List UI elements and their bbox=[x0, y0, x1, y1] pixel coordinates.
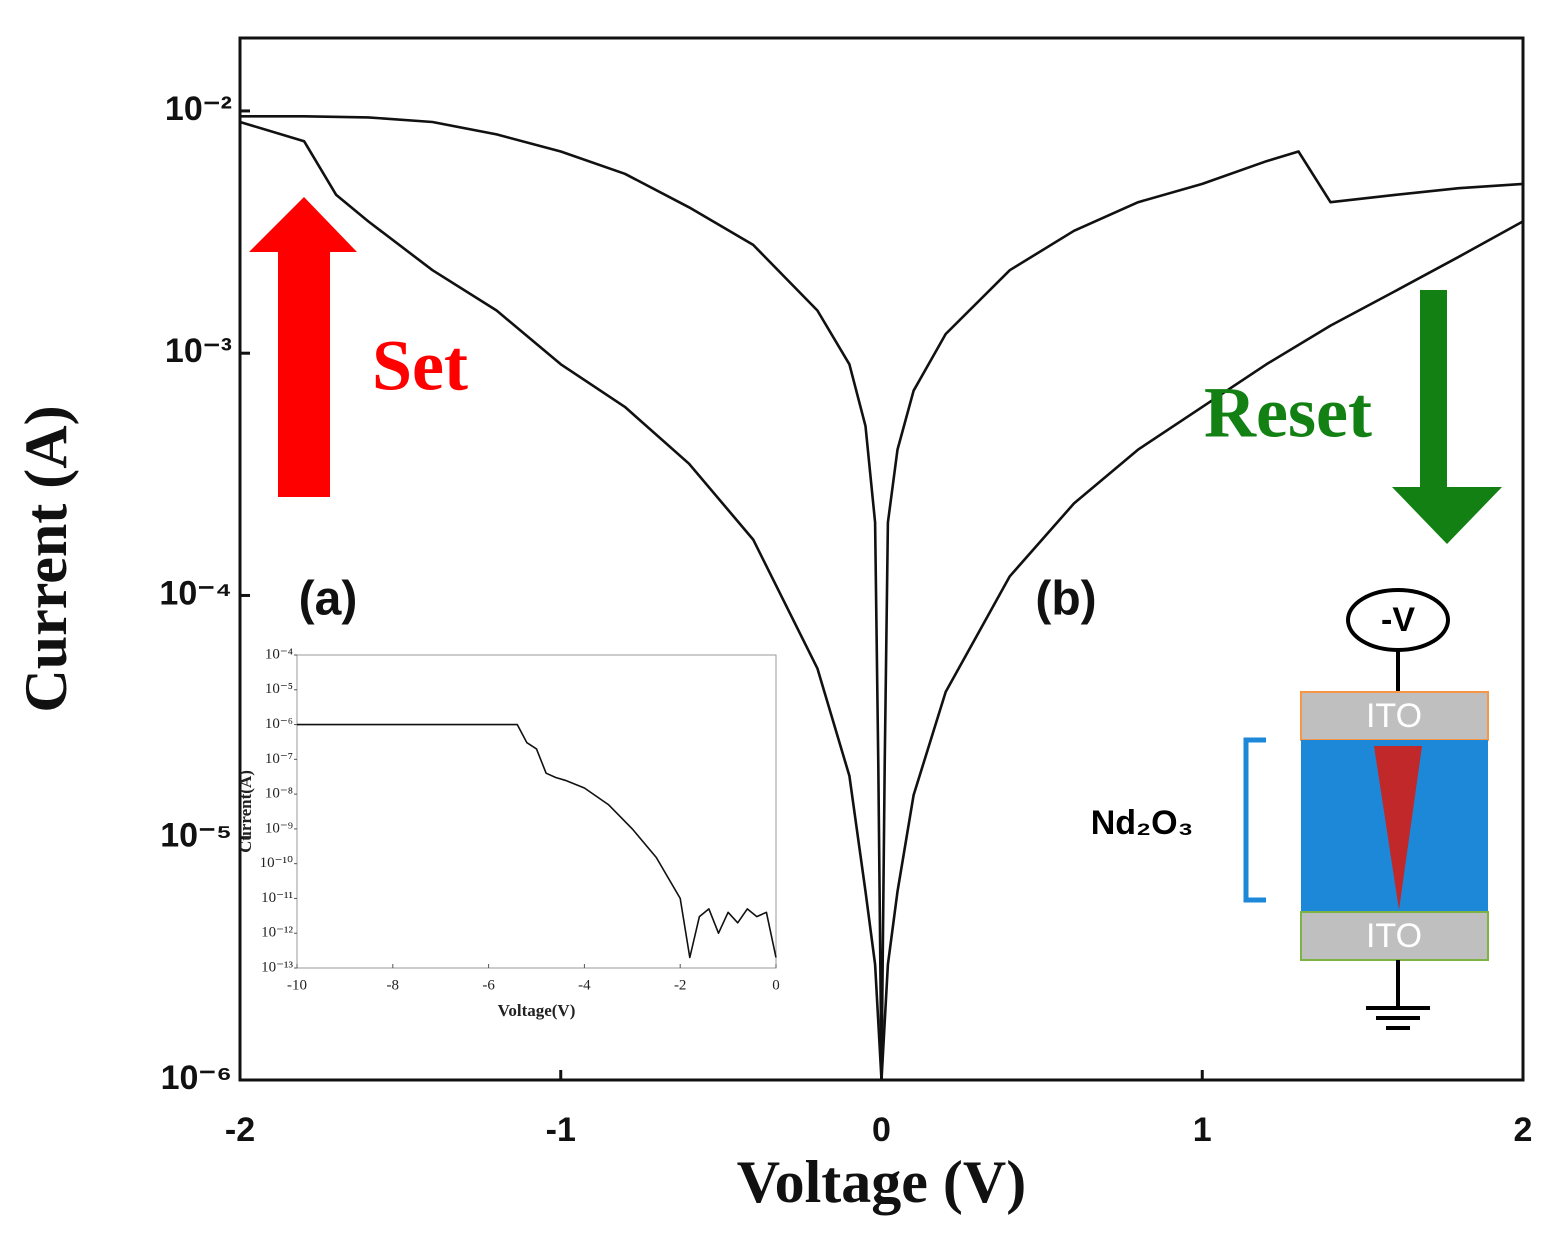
y-tick-label: 10⁻² bbox=[165, 90, 232, 128]
set-arrow bbox=[249, 197, 357, 497]
source-label: -V bbox=[1381, 601, 1415, 639]
x-axis-title: Voltage(V) bbox=[498, 1001, 576, 1020]
x-axis-title: Voltage (V) bbox=[737, 1149, 1026, 1215]
filament bbox=[1374, 746, 1422, 910]
x-tick-label: -2 bbox=[225, 1111, 255, 1149]
x-tick-label: -4 bbox=[578, 977, 591, 993]
y-tick-label: 10⁻¹⁰ bbox=[260, 855, 293, 871]
panel-label: (a) bbox=[299, 573, 358, 626]
x-tick-label: -8 bbox=[387, 977, 400, 993]
y-tick-label: 10⁻⁶ bbox=[161, 1059, 232, 1097]
layer-label: Nd₂O₃ bbox=[1091, 804, 1194, 842]
bracket bbox=[1243, 737, 1266, 903]
y-tick-label: 10⁻⁷ bbox=[265, 751, 293, 767]
y-axis-title: Current(A) bbox=[236, 770, 255, 853]
data-line bbox=[880, 220, 1524, 1081]
y-tick-label: 10⁻⁵ bbox=[265, 681, 293, 697]
y-tick-label: 10⁻³ bbox=[165, 332, 232, 370]
x-tick-label: 0 bbox=[772, 977, 780, 993]
x-tick-label: -10 bbox=[287, 977, 307, 993]
set-label: Set bbox=[372, 326, 468, 406]
device-diagram: -V ITO ITO Nd₂O₃ bbox=[1091, 588, 1489, 1030]
y-tick-label: 10⁻¹³ bbox=[261, 959, 293, 975]
y-tick-label: 10⁻¹¹ bbox=[261, 890, 293, 906]
x-tick-label: 0 bbox=[872, 1111, 891, 1149]
plot-frame bbox=[296, 654, 777, 969]
panel-label: (b) bbox=[1035, 573, 1096, 626]
reset-label: Reset bbox=[1204, 373, 1372, 453]
reset-arrow bbox=[1392, 290, 1502, 544]
y-tick-label: 10⁻⁹ bbox=[265, 820, 293, 836]
y-tick-label: 10⁻⁴ bbox=[159, 574, 232, 612]
y-tick-label: 10⁻⁸ bbox=[265, 786, 293, 802]
y-tick-label: 10⁻⁴ bbox=[265, 646, 293, 662]
x-tick-label: 1 bbox=[1193, 1111, 1212, 1149]
data-line bbox=[239, 120, 883, 1081]
data-line bbox=[240, 115, 883, 1081]
x-tick-label: 2 bbox=[1514, 1111, 1533, 1149]
top-electrode-label: ITO bbox=[1366, 697, 1422, 735]
x-tick-label: -1 bbox=[546, 1111, 576, 1149]
x-tick-label: -6 bbox=[482, 977, 495, 993]
top-electrode bbox=[1300, 691, 1489, 741]
inset-background bbox=[297, 655, 776, 968]
bottom-electrode-label: ITO bbox=[1366, 917, 1422, 955]
y-tick-label: 10⁻⁶ bbox=[265, 716, 293, 732]
x-tick-label: -2 bbox=[674, 977, 687, 993]
data-line bbox=[297, 723, 777, 959]
y-tick-label: 10⁻⁵ bbox=[160, 817, 232, 855]
data-line bbox=[880, 150, 1524, 1081]
y-tick-label: 10⁻¹² bbox=[261, 925, 293, 941]
y-axis-title: Current (A) bbox=[13, 405, 79, 712]
inset-chart: 10⁻⁴ 10⁻⁵ 10⁻⁶ 10⁻⁷ 10⁻⁸ 10⁻⁹ 10⁻¹⁰ 10⁻¹¹ 10⁻¹² 1… bbox=[236, 646, 780, 1019]
bottom-electrode bbox=[1300, 911, 1489, 961]
